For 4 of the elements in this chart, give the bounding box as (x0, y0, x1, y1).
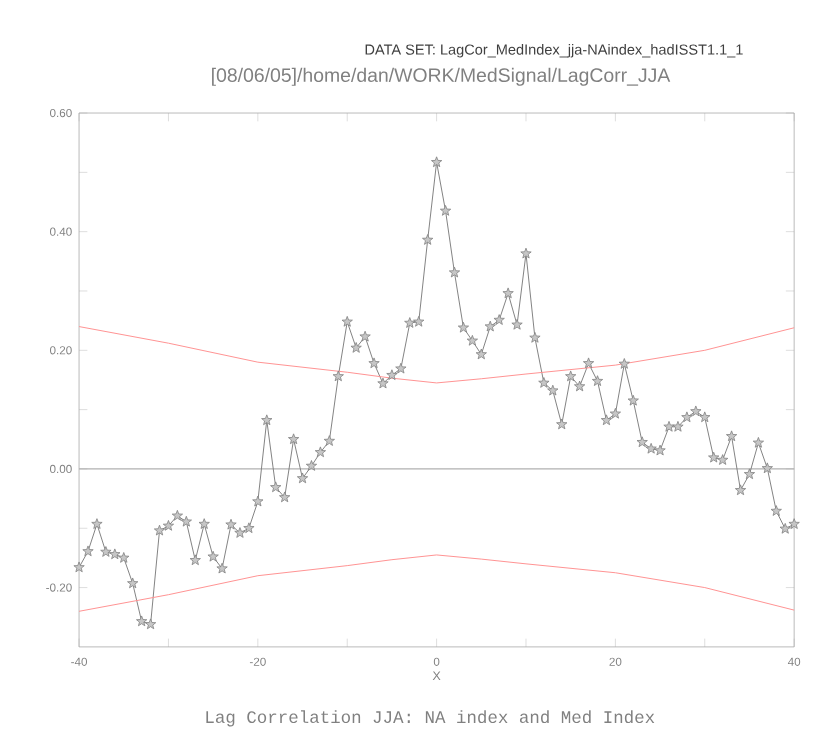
line-series (78, 554, 795, 612)
chart-title: [08/06/05]/home/dan/WORK/MedSignal/LagCorr_JJA (212, 67, 671, 86)
line-series (78, 325, 795, 384)
text: Lag Correlation JJA: NA index and Med Index (206, 710, 655, 727)
